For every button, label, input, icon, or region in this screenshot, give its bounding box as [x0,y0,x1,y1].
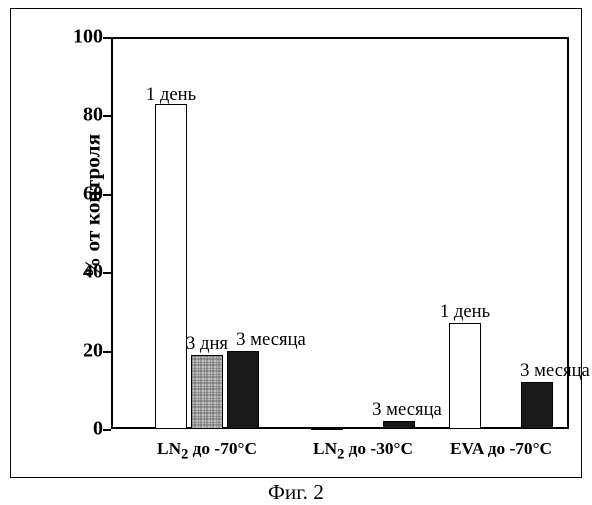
y-tick-label: 60 [63,182,103,205]
y-tick-label: 100 [63,26,103,49]
y-tick-mark [103,115,111,117]
bar [191,355,223,429]
bar [383,421,415,429]
bar [311,428,343,430]
bar-label: 3 месяца [236,329,306,351]
bar [227,351,259,429]
bar-label: 1 день [146,84,196,106]
bar-label: 1 день [440,301,490,323]
x-tick-label: EVA до -70°C [450,439,552,459]
y-tick-label: 20 [63,339,103,362]
x-tick-label: LN2 до -30°C [313,439,413,463]
bar [155,104,187,429]
y-tick-mark [103,272,111,274]
bar-label: 3 месяца [520,360,590,382]
y-tick-mark [103,429,111,431]
y-tick-label: 80 [63,104,103,127]
y-tick-label: 0 [63,418,103,441]
chart-container: % от контроля 0 20 40 60 80 100 LN2 до -70°C L… [10,8,582,478]
bar-label: 3 месяца [372,399,442,421]
y-axis-line [111,37,113,429]
bar [521,382,553,429]
figure-caption: Фиг. 2 [0,480,592,505]
x-tick-label: LN2 до -70°C [157,439,257,463]
y-axis-label: % от контроля [81,133,106,277]
y-tick-mark [103,194,111,196]
bar [449,323,481,429]
y-tick-mark [103,351,111,353]
y-tick-mark [103,37,111,39]
y-tick-label: 40 [63,261,103,284]
bar-label: 3 дня [186,333,228,355]
